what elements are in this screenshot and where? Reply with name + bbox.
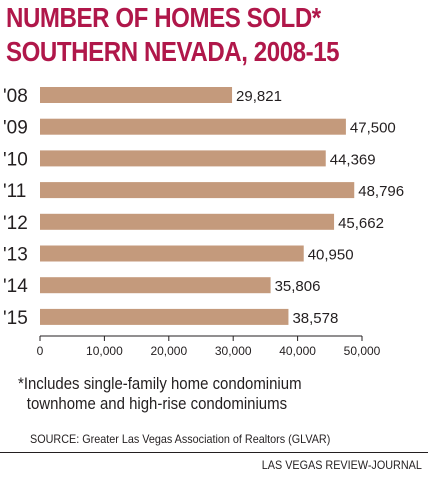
category-label-2: '10: [3, 149, 28, 170]
category-label-0: '08: [3, 86, 28, 107]
value-label-6: 35,806: [275, 278, 321, 295]
x-tick-label-3: 30,000: [215, 344, 252, 358]
category-label-4: '12: [3, 213, 28, 234]
value-label-7: 38,578: [292, 310, 338, 327]
value-label-4: 45,662: [338, 215, 384, 232]
bar-0: [40, 87, 233, 103]
x-tick-label-1: 10,000: [86, 344, 123, 358]
category-label-6: '14: [3, 276, 28, 297]
bar-4: [40, 213, 335, 230]
value-label-1: 47,500: [350, 120, 396, 137]
x-tick-label-4: 40,000: [279, 344, 316, 358]
value-label-5: 40,950: [308, 247, 354, 264]
bar-3: [40, 182, 355, 199]
bar-2: [40, 150, 326, 167]
x-tick-label-5: 50,000: [344, 344, 381, 358]
category-label-7: '15: [3, 308, 28, 329]
footnote-line2: townhome and high-rise condominiums: [26, 394, 288, 413]
x-tick-label-2: 20,000: [150, 344, 187, 358]
source-note: SOURCE: Greater Las Vegas Association of…: [30, 432, 331, 446]
footnote: *Includes single-family home condominium…: [18, 374, 302, 414]
publisher-credit: LAS VEGAS REVIEW-JOURNAL: [261, 458, 422, 472]
bar-5: [40, 245, 304, 262]
bar-7: [40, 308, 289, 325]
category-label-5: '13: [3, 245, 28, 266]
category-label-3: '11: [3, 181, 26, 202]
value-label-3: 48,796: [358, 183, 404, 200]
value-label-2: 44,369: [330, 151, 376, 168]
x-tick-label-0: 0: [37, 344, 44, 358]
category-label-1: '09: [3, 118, 28, 139]
bar-chart: '08 29,821 '09 47,500 '10 44,369 '11 48,796 '12 4…: [3, 86, 404, 358]
divider: [0, 452, 428, 453]
chart-title-line1: NUMBER OF HOMES SOLD*: [6, 2, 321, 33]
bar-6: [40, 277, 271, 294]
value-label-0: 29,821: [236, 88, 282, 105]
bar-1: [40, 118, 346, 135]
chart-title-line2: SOUTHERN NEVADA, 2008-15: [6, 36, 340, 67]
footnote-line1: *Includes single-family home condominium: [18, 374, 302, 393]
